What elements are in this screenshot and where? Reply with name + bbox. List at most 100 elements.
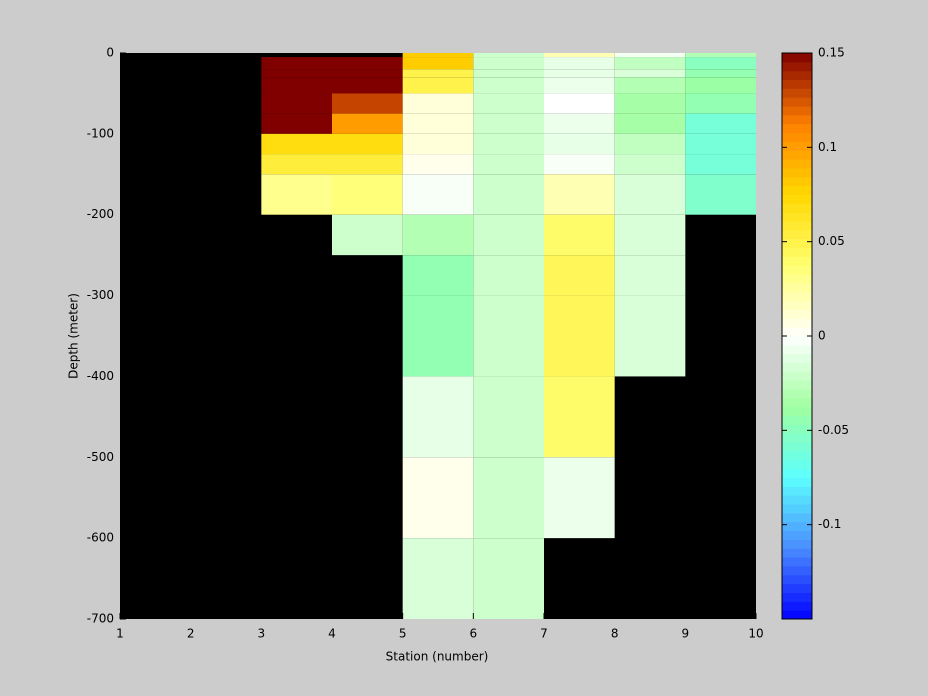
colorbar-swatch xyxy=(782,238,812,249)
colorbar-tick-label: -0.05 xyxy=(818,423,849,437)
heat-cell xyxy=(685,113,756,134)
colorbar-swatch xyxy=(782,601,812,611)
colorbar-swatch xyxy=(782,274,812,284)
x-tick-label: 1 xyxy=(116,627,124,641)
colorbar-swatch xyxy=(782,397,812,408)
heat-cell xyxy=(544,53,615,58)
colorbar-tick-label: 0.05 xyxy=(818,234,845,248)
heat-cell xyxy=(685,53,756,58)
heat-cell xyxy=(544,57,615,70)
x-tick-label: 5 xyxy=(399,627,407,641)
colorbar-swatch xyxy=(782,415,812,425)
heat-cell xyxy=(261,133,332,155)
colorbar-swatch xyxy=(782,229,812,240)
heat-cell xyxy=(473,295,544,336)
heat-cell xyxy=(473,133,544,155)
heat-cell xyxy=(685,77,756,94)
heat-cell xyxy=(473,214,544,256)
heat-cell xyxy=(614,69,686,78)
heat-cell xyxy=(614,214,686,256)
colorbar-swatch xyxy=(782,114,812,125)
heat-cell xyxy=(261,174,332,215)
colorbar-swatch xyxy=(782,300,812,310)
heat-cell xyxy=(402,174,474,215)
y-tick-label: 0 xyxy=(106,46,114,60)
colorbar-swatch xyxy=(782,221,812,231)
heat-cell xyxy=(473,255,544,296)
heat-cell xyxy=(332,154,403,175)
heat-cell xyxy=(685,57,756,70)
heat-cell xyxy=(544,93,615,114)
colorbar-swatch xyxy=(782,53,812,63)
colorbar-swatch xyxy=(782,141,812,151)
colorbar-swatch xyxy=(782,265,812,275)
heat-cell xyxy=(402,457,474,539)
colorbar-swatch xyxy=(782,353,812,364)
heat-cell xyxy=(402,69,474,78)
heat-cell xyxy=(544,457,615,539)
heat-cell xyxy=(685,154,756,175)
heat-cell xyxy=(614,53,686,58)
heat-cell xyxy=(332,174,403,215)
heat-cell xyxy=(614,174,686,215)
colorbar-swatch xyxy=(782,442,812,452)
colorbar-swatch xyxy=(782,167,812,178)
heat-cell xyxy=(332,113,403,134)
heat-cell xyxy=(544,77,615,94)
heat-cell xyxy=(332,69,403,78)
heat-cell xyxy=(614,57,686,70)
heat-cell xyxy=(473,57,544,70)
colorbar-swatch xyxy=(782,176,812,187)
colorbar-swatch xyxy=(782,318,812,328)
colorbar-swatch xyxy=(782,282,812,293)
heat-cell xyxy=(402,113,474,134)
colorbar-swatch xyxy=(782,185,812,195)
colorbar-swatch xyxy=(782,477,812,487)
heat-cell xyxy=(402,133,474,155)
heat-cell xyxy=(332,214,403,256)
y-tick-label: -700 xyxy=(87,612,114,626)
heat-cell xyxy=(402,77,474,94)
colorbar-swatch xyxy=(782,548,812,558)
colorbar-swatch xyxy=(782,79,812,89)
heat-cell xyxy=(544,376,615,458)
colorbar-swatch xyxy=(782,504,812,514)
heat-cell xyxy=(473,376,544,458)
heat-cell xyxy=(332,57,403,70)
colorbar-swatch xyxy=(782,123,812,134)
colorbar-swatch xyxy=(782,247,812,257)
colorbar-swatch xyxy=(782,97,812,107)
x-tick-label: 7 xyxy=(540,627,548,641)
heat-cell xyxy=(402,214,474,256)
heat-cell xyxy=(402,57,474,70)
heat-cell xyxy=(332,93,403,114)
colorbar-swatch xyxy=(782,557,812,567)
colorbar-swatch xyxy=(782,583,812,593)
heat-cell xyxy=(473,77,544,94)
heat-cell xyxy=(614,295,686,336)
colorbar-swatch xyxy=(782,362,812,372)
colorbar-swatch xyxy=(782,495,812,505)
heat-cell xyxy=(402,255,474,296)
x-tick-label: 9 xyxy=(682,627,690,641)
heat-cell xyxy=(473,154,544,175)
y-tick-label: -100 xyxy=(87,126,114,140)
heat-cell xyxy=(332,133,403,155)
heat-cell xyxy=(685,133,756,155)
heat-cell xyxy=(261,93,332,114)
colorbar-swatch xyxy=(782,336,812,346)
heat-cell xyxy=(544,214,615,256)
heat-cell xyxy=(544,174,615,215)
heat-cell xyxy=(402,376,474,458)
colorbar-swatch xyxy=(782,406,812,417)
heat-cell xyxy=(402,154,474,175)
y-tick-label: -500 xyxy=(87,450,114,464)
y-tick-label: -200 xyxy=(87,207,114,221)
colorbar-swatch xyxy=(782,433,812,443)
colorbar-swatch xyxy=(782,291,812,302)
colorbar-swatch xyxy=(782,150,812,160)
colorbar-swatch xyxy=(782,521,812,532)
colorbar-swatch xyxy=(782,88,812,98)
heat-cell xyxy=(544,113,615,134)
heat-cell xyxy=(614,77,686,94)
